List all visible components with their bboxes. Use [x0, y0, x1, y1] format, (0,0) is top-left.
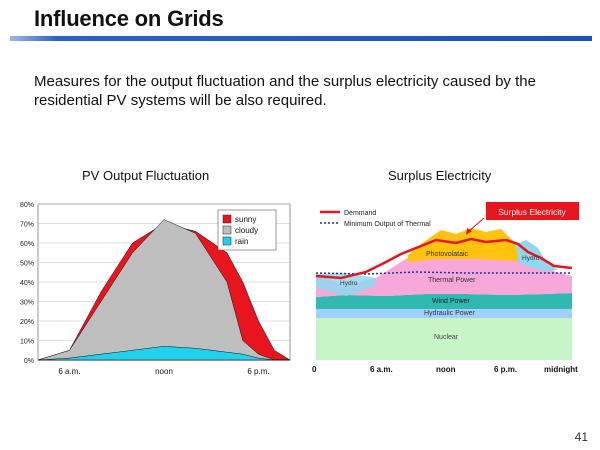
pv-legend-swatch-rain: [222, 236, 232, 246]
pv-x-axis: 6 a.m. noon 6 p.m.: [58, 367, 269, 376]
pv-y-tick-label: 80%: [20, 202, 34, 209]
pv-y-tick-label: 50%: [20, 261, 34, 268]
surplus-electricity-chart: Nuclear Hydraulic Power Wind Power Therm…: [306, 196, 586, 384]
pv-series-rain: [37, 346, 290, 361]
surplus-electricity-svg: Nuclear Hydraulic Power Wind Power Therm…: [312, 202, 579, 374]
callout-arrow-head: [466, 228, 472, 235]
pv-legend-label-rain: rain: [235, 237, 248, 246]
title-underline-bar: [10, 36, 592, 41]
pv-legend-swatch-sunny: [222, 214, 232, 224]
label-thermal: Thermal Power: [428, 277, 476, 284]
pv-output-chart: 0% 10% 20% 30% 40% 50% 60% 70% 80% 6 a.m. noon 6 p…: [6, 196, 296, 386]
pv-output-svg: 0% 10% 20% 30% 40% 50% 60% 70% 80% 6 a.m. noon 6 p…: [20, 202, 291, 376]
nuclear-band: [316, 318, 572, 360]
pv-chart-title: PV Output Fluctuation: [82, 168, 210, 183]
pv-y-tick-label: 30%: [20, 300, 34, 307]
surplus-callout-box: [486, 202, 579, 220]
pv-y-tick-label: 40%: [20, 280, 34, 287]
label-hydro-right: Hydro: [522, 255, 540, 262]
pv-x-tick-label: noon: [155, 367, 173, 376]
pv-x-tick-label: 6 p.m.: [247, 367, 269, 376]
legend-demand-label: Demmand: [344, 210, 376, 217]
callout-arrow: [467, 217, 485, 233]
surplus-chart-title: Surplus Electricity: [388, 168, 492, 183]
pv-y-tick-label: 20%: [20, 319, 34, 326]
pv-y-tick-label: 10%: [20, 339, 34, 346]
pv-y-axis: 0% 10% 20% 30% 40% 50% 60% 70% 80%: [20, 202, 34, 365]
pv-y-tick-label: 70%: [20, 222, 34, 229]
hydraulic-band: [316, 309, 572, 318]
hydro-band-left: [316, 273, 376, 296]
slide-title: Influence on Grids: [34, 6, 224, 31]
label-hydraulic: Hydraulic Power: [424, 310, 476, 317]
label-nuclear: Nuclear: [434, 334, 459, 341]
pv-legend-swatch-cloudy: [222, 225, 232, 235]
body-text: Measures for the output fluctuation and …: [34, 73, 536, 109]
pv-legend: sunny cloudy rain: [217, 209, 277, 251]
pv-series-group: [37, 219, 291, 361]
pv-y-tick-label: 0%: [24, 358, 34, 365]
photovoltaic-band: [408, 228, 518, 262]
pv-legend-label-sunny: sunny: [235, 215, 256, 224]
page-number: 41: [574, 430, 588, 444]
se-x-tick-midnight: midnight: [544, 365, 578, 374]
surplus-callout-text: Surplus Electricity: [498, 207, 566, 217]
label-wind: Wind Power: [432, 298, 470, 305]
se-x-tick-6am: 6 a.m.: [370, 365, 393, 374]
pv-legend-label-cloudy: cloudy: [235, 226, 258, 235]
se-x-tick-0: 0: [312, 365, 317, 374]
se-x-tick-6pm: 6 p.m.: [494, 365, 517, 374]
se-x-tick-noon: noon: [436, 365, 456, 374]
legend-min-thermal-label: Minimum Output of Thermal: [344, 221, 431, 228]
pv-x-tick-label: 6 a.m.: [58, 367, 80, 376]
demand-line: [315, 237, 573, 280]
label-hydro-left: Hydro: [340, 280, 358, 287]
wind-band: [316, 293, 572, 309]
label-photovoltaic: Photovolataic: [426, 251, 469, 258]
pv-y-tick-label: 60%: [20, 241, 34, 248]
